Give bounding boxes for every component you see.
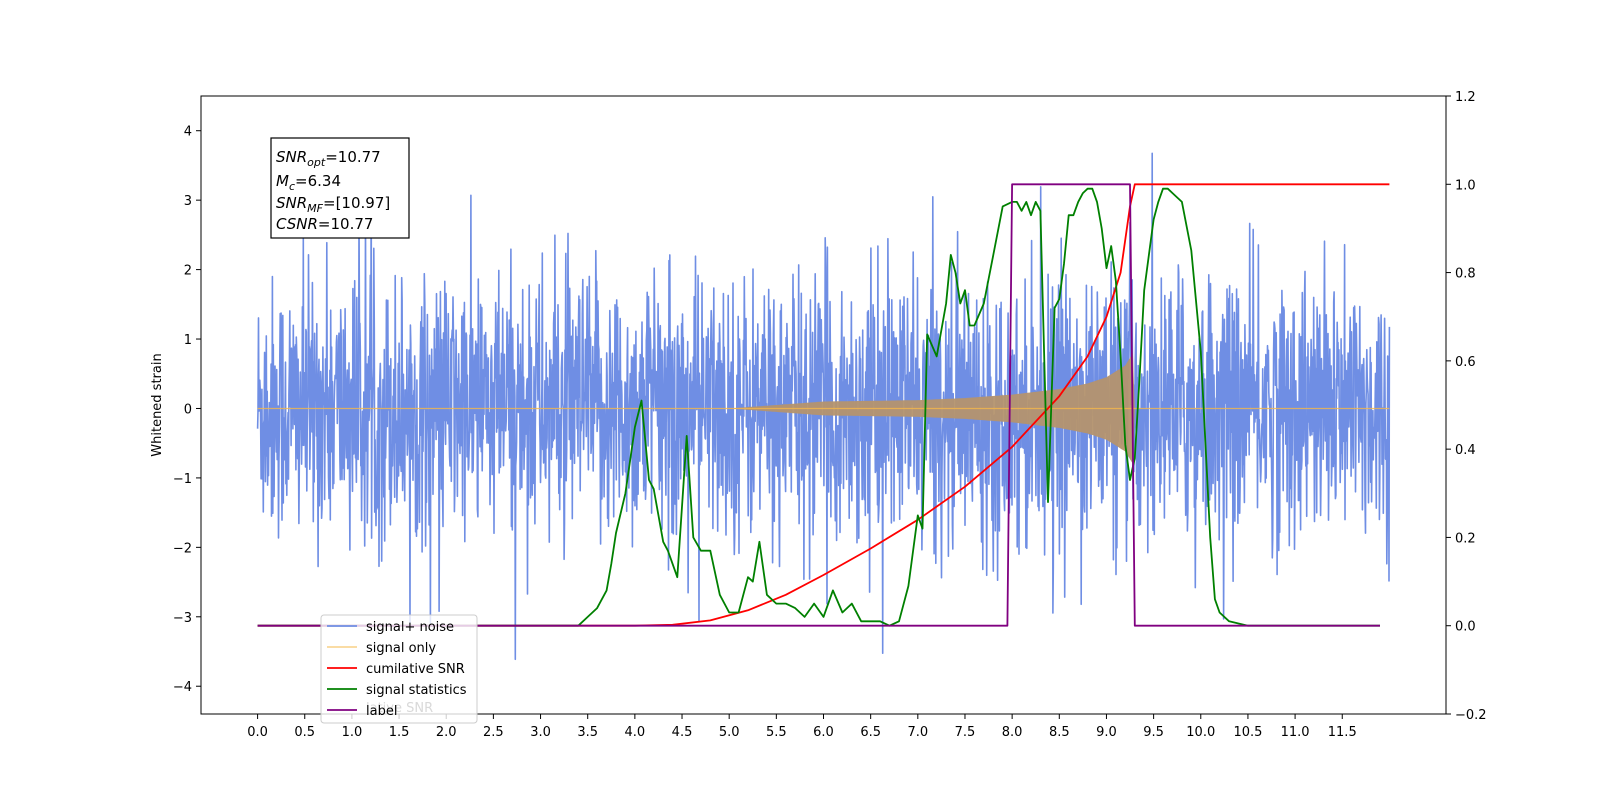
left-y-tick-label: 4 — [184, 125, 192, 140]
legend-label-label: label — [366, 704, 397, 719]
x-tick-label: 2.0 — [436, 725, 457, 740]
left-y-tick-label: 1 — [184, 333, 192, 348]
x-tick-label: 4.0 — [625, 725, 646, 740]
left-y-tick-label: −2 — [173, 541, 192, 556]
left-y-tick-label: −1 — [173, 472, 192, 487]
stats-box-frame — [270, 137, 410, 239]
series-cumulative-snr — [257, 183, 1390, 627]
x-tick-label: 9.0 — [1096, 725, 1117, 740]
x-tick-label: 3.0 — [530, 725, 551, 740]
right-y-tick-label: 1.0 — [1455, 178, 1476, 193]
x-tick-label: 0.5 — [294, 725, 315, 740]
y-axis-label: Whitened strain — [150, 353, 165, 456]
x-tick-label: 5.0 — [719, 725, 740, 740]
left-y-tick-label: −3 — [173, 611, 192, 626]
left-y-tick-label: 3 — [184, 194, 192, 209]
x-tick-label: 8.0 — [1002, 725, 1023, 740]
x-tick-label: 2.5 — [483, 725, 504, 740]
right-y-tick-label: 0.6 — [1455, 355, 1476, 370]
stat-chirp-mass: Mc=6.34 — [276, 172, 341, 193]
x-tick-label: 7.0 — [907, 725, 928, 740]
legend-label-signal-statistics: signal statistics — [366, 683, 467, 698]
stat-snr-mf: SNRMF=[10.97] — [276, 194, 390, 215]
series-label — [257, 183, 1380, 627]
label-line — [257, 183, 1380, 627]
x-tick-label: 3.5 — [577, 725, 598, 740]
x-tick-label: 1.0 — [342, 725, 363, 740]
right-y-tick-label: −0.2 — [1455, 708, 1487, 723]
stat-snr-opt: SNRopt=10.77 — [276, 148, 381, 169]
series-signal-only — [257, 352, 1390, 464]
right-y-axis-ticks: −0.2 0.0 0.2 0.4 0.6 0.8 1.0 1.2 — [1446, 90, 1487, 723]
x-tick-label: 0.0 — [247, 725, 268, 740]
left-y-tick-label: 0 — [184, 402, 192, 417]
stats-box: SNRopt=10.77 Mc=6.34 SNRMF=[10.97] CSNR=… — [270, 137, 410, 239]
x-tick-label: 11.0 — [1281, 725, 1310, 740]
x-tick-label: 8.5 — [1049, 725, 1070, 740]
right-y-tick-label: 0.2 — [1455, 531, 1476, 546]
legend-label-signal-only: signal only — [366, 641, 436, 656]
x-tick-label: 9.5 — [1143, 725, 1164, 740]
legend-items: signal+ noise signal only cumilative SNR si… — [327, 620, 467, 719]
x-tick-label: 5.5 — [766, 725, 787, 740]
series-signal-noise — [256, 152, 1391, 661]
series-signal-statistics — [257, 187, 1380, 627]
x-tick-label: 6.0 — [813, 725, 834, 740]
x-tick-label: 6.5 — [860, 725, 881, 740]
right-y-tick-label: 0.8 — [1455, 267, 1476, 282]
x-tick-label: 10.0 — [1186, 725, 1215, 740]
x-tick-label: 11.5 — [1328, 725, 1357, 740]
left-y-tick-label: −4 — [173, 680, 192, 695]
plot-area — [256, 152, 1391, 661]
stat-csnr: CSNR=10.77 — [276, 215, 373, 233]
left-y-tick-label: 2 — [184, 264, 192, 279]
x-axis-ticks: 0.0 0.5 1.0 1.5 2.0 2.5 3.0 3.5 4.0 4.5 5.0 5.5 6.0 6… — [247, 714, 1357, 740]
right-y-tick-label: 0.4 — [1455, 443, 1476, 458]
legend: lative SNR signal+ noise signal only cumil… — [320, 614, 478, 724]
x-tick-label: 4.5 — [672, 725, 693, 740]
right-y-tick-label: 0.0 — [1455, 620, 1476, 635]
x-tick-label: 7.5 — [955, 725, 976, 740]
left-y-axis-ticks: −4 −3 −2 −1 0 1 2 3 4 — [173, 125, 201, 695]
right-y-tick-label: 1.2 — [1455, 90, 1476, 105]
x-tick-label: 1.5 — [389, 725, 410, 740]
x-tick-label: 10.5 — [1233, 725, 1262, 740]
legend-label-signal-noise: signal+ noise — [366, 620, 454, 635]
legend-ghost-text: lative SNR — [366, 701, 433, 716]
legend-label-cumulative-snr: cumilative SNR — [366, 662, 465, 677]
cumulative-snr-line — [257, 183, 1390, 627]
signal-noise-line — [256, 152, 1391, 661]
legend-frame — [320, 614, 478, 724]
signal-statistics-line — [257, 187, 1380, 627]
